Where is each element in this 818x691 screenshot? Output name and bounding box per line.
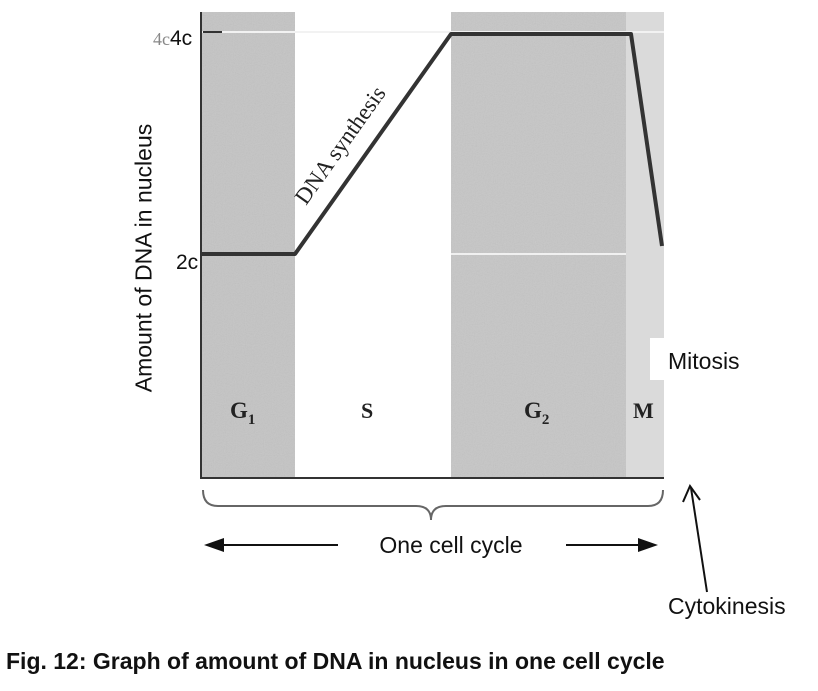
cycle-right-arrowhead [638,538,658,552]
g2-band-grain [451,12,626,478]
g2-phase-label: G2 [524,398,549,428]
g1-phase-label: G1 [230,398,255,428]
one-cell-cycle-label: One cell cycle [379,532,522,558]
cytokinesis-arrow-line [690,487,708,593]
m-phase-label: M [633,398,654,423]
g1-band-grain [200,12,295,478]
tick-label-2c: 2c [176,251,198,274]
s-phase-label: S [361,398,373,423]
tick-label-4c: 4c [170,27,192,50]
cytokinesis-arrowhead [682,483,701,503]
cycle-left-arrowhead [204,538,224,552]
figure-caption: Fig. 12: Graph of amount of DNA in nucle… [6,648,665,674]
m-phase-band [626,12,664,478]
cell-cycle-brace [202,489,664,521]
mitosis-label-box [650,338,792,380]
tick-label-4c-ghost: 4c [153,29,170,49]
s-phase-band [295,12,451,478]
dna-amount-line [201,32,664,256]
y-axis-label: Amount of DNA in nucleus [130,123,157,393]
cytokinesis-label: Cytokinesis [668,593,786,619]
mitosis-label: Mitosis [668,348,740,374]
